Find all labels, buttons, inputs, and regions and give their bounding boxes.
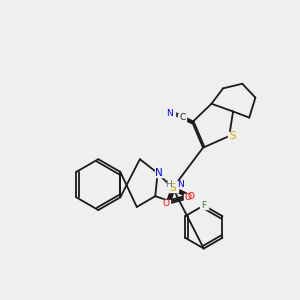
Bar <box>228 132 237 140</box>
Text: O: O <box>163 200 170 208</box>
Bar <box>162 200 170 208</box>
Text: N: N <box>155 168 163 178</box>
Text: O: O <box>184 193 191 202</box>
Text: N: N <box>167 109 173 118</box>
Bar <box>178 114 186 121</box>
Text: F: F <box>201 201 206 210</box>
Text: H: H <box>166 180 172 189</box>
Text: C: C <box>179 113 185 122</box>
Text: O: O <box>187 192 194 201</box>
Bar <box>165 109 175 117</box>
Bar <box>168 184 178 192</box>
Bar <box>200 202 208 209</box>
Text: S: S <box>170 184 176 194</box>
Text: N: N <box>177 180 184 189</box>
Bar <box>184 194 191 202</box>
Bar <box>167 181 181 188</box>
Bar <box>154 169 164 177</box>
Bar <box>187 192 195 200</box>
Text: S: S <box>229 131 236 141</box>
